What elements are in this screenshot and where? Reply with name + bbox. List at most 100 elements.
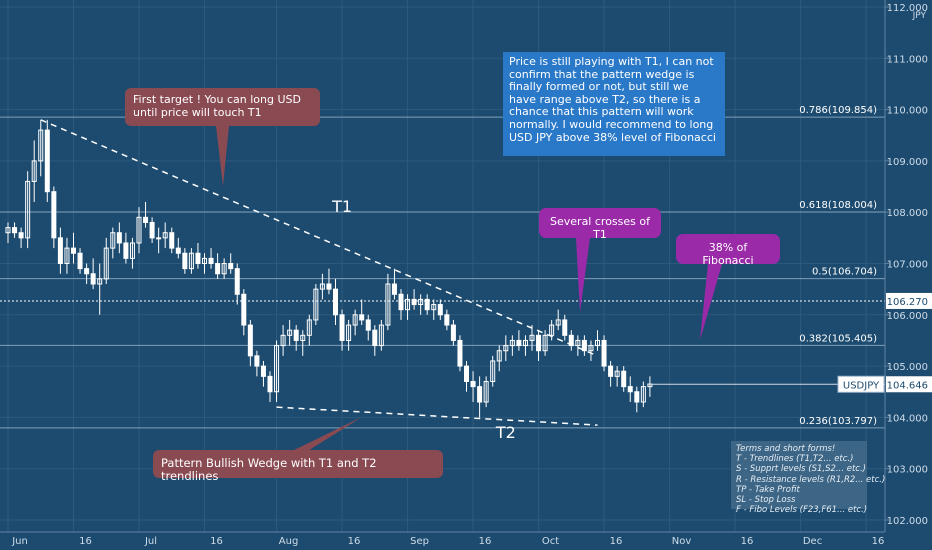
candle-body	[129, 242, 135, 259]
time-axis-label: Sep	[410, 536, 429, 547]
candle-body	[90, 273, 96, 285]
candle-body	[352, 314, 358, 326]
time-axis-label: Dec	[803, 536, 822, 547]
candle-body	[503, 345, 509, 352]
fib-level-label: 0.5(106.704)	[812, 267, 877, 278]
candle-body	[568, 334, 574, 347]
candle-body	[51, 191, 57, 239]
time-axis-label: 16	[741, 536, 754, 547]
candle-body	[175, 247, 181, 254]
candle-body	[57, 237, 63, 265]
terms-legend: Terms and short forms! T - Trendlines (T…	[731, 441, 886, 515]
candle-body	[116, 232, 122, 244]
fib-level-label: 0.382(105.405)	[799, 333, 877, 344]
candle-body	[38, 129, 44, 162]
candle-body	[437, 304, 443, 316]
time-axis-label: 16	[479, 536, 492, 547]
terms-title: Terms and short forms!	[736, 444, 836, 454]
candle-body	[169, 232, 175, 249]
candle-body	[457, 339, 463, 367]
trendline-t1	[40, 119, 598, 357]
terms-item: S - Supprt levels (S1,S2... etc.)	[736, 464, 866, 475]
first-target-pointer	[216, 126, 229, 186]
candle-body	[234, 268, 240, 295]
candle-body	[555, 319, 561, 326]
candle-body	[464, 365, 469, 382]
last-price-value: 104.646	[887, 380, 928, 391]
candle-body	[595, 339, 600, 347]
candle-body	[391, 283, 397, 295]
candle-body	[477, 386, 483, 403]
terms-item: T - Trendlines (T1,T2... etc.)	[736, 454, 854, 465]
fib-level-label: 0.786(109.854)	[799, 105, 877, 116]
price-line-tag	[886, 292, 932, 309]
terms-item: SL - Stop Loss	[736, 495, 796, 506]
currency-label: JPY	[912, 11, 927, 21]
candle-body	[509, 339, 515, 347]
candle-body	[444, 314, 450, 326]
candle-body	[608, 365, 614, 377]
candle-body	[319, 283, 325, 290]
candle-body	[405, 298, 411, 311]
price-axis-label: 105.000	[887, 362, 928, 373]
price-axis-label: 112.000	[887, 3, 928, 14]
price-axis-label: 111.000	[887, 54, 928, 65]
time-axis-label: 16	[348, 536, 361, 547]
candle-body	[313, 288, 319, 321]
price-axis-label: 108.000	[887, 208, 928, 219]
fib-level-label: 0.236(103.797)	[799, 416, 877, 427]
candle-body	[496, 350, 502, 362]
candle-body	[143, 216, 149, 223]
price-axis-label: 110.000	[887, 106, 928, 117]
symbol-tag	[837, 375, 885, 393]
terms-item: TP - Take Profit	[736, 484, 800, 495]
candle-body	[398, 293, 404, 311]
pattern-pointer	[290, 417, 362, 452]
several-crosses-pointer	[576, 238, 590, 312]
trendline-label: T2	[495, 423, 516, 442]
candle-body	[162, 232, 168, 239]
price-axis-label: 107.000	[887, 260, 928, 271]
candle-body	[549, 324, 555, 336]
candle-body	[640, 386, 646, 403]
candle-body	[614, 370, 620, 377]
candle-body	[522, 339, 528, 347]
time-axis-label: 16	[610, 536, 623, 547]
trendline-label: T1	[331, 197, 352, 216]
candle-body	[123, 242, 129, 259]
fib-level-label: 0.618(108.004)	[799, 200, 877, 211]
candle-body	[365, 319, 371, 331]
symbol-label: USDJPY	[843, 380, 880, 391]
candle-body	[575, 339, 581, 347]
candle-body	[621, 370, 627, 388]
price-axis-label: 109.000	[887, 157, 928, 168]
candle-body	[149, 221, 155, 239]
candle-body	[627, 386, 633, 393]
candle-body	[31, 160, 37, 182]
candle-body	[411, 298, 417, 306]
candle-body	[260, 365, 266, 377]
candle-body	[424, 298, 430, 311]
candle-body	[634, 391, 640, 403]
terms-item: R - Resistance levels (R1,R2... etc.)	[736, 474, 886, 485]
time-axis-label: Oct	[542, 536, 559, 547]
candle-body	[208, 257, 214, 264]
price-line-value: 106.270	[887, 297, 928, 308]
candle-body	[156, 237, 162, 240]
candle-body	[418, 298, 424, 306]
price-axis-label: 104.000	[887, 413, 928, 424]
price-axis-label: 106.000	[887, 311, 928, 322]
candle-body	[280, 334, 286, 347]
price-axis-label: 103.000	[887, 465, 928, 476]
candle-body	[136, 216, 142, 244]
candle-body	[18, 232, 24, 239]
candle-body	[287, 329, 293, 336]
candle-body	[254, 355, 260, 367]
candle-body	[385, 283, 391, 326]
commentary-note: Price is still playing with T1, I can no…	[503, 52, 725, 156]
candle-body	[346, 324, 352, 341]
time-axis-label: Jun	[11, 536, 28, 547]
candle-body	[44, 129, 50, 193]
trendline-t2	[276, 406, 598, 426]
